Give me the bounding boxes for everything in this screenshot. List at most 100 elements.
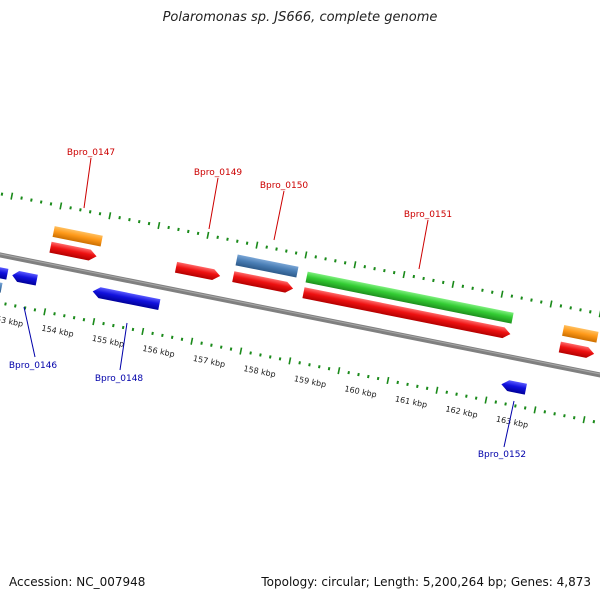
scale-tick-minor: [88, 210, 92, 214]
outer-scale-track: [0, 192, 600, 318]
scale-tick-minor: [121, 325, 125, 330]
scale-tick-minor: [298, 361, 301, 365]
scale-tick-minor: [98, 212, 102, 216]
scale-tick-minor: [441, 280, 445, 285]
scale-label: 162 kbp: [445, 404, 479, 419]
gene-steel-left[interactable]: [0, 281, 3, 293]
gene-red-4[interactable]: [302, 287, 511, 339]
scale-tick-minor: [523, 406, 527, 410]
scale-tick-minor: [4, 302, 7, 306]
gene-label-bpro-0149[interactable]: Bpro_0149: [194, 168, 243, 178]
gene-label-bpro-0148[interactable]: Bpro_0148: [95, 374, 144, 384]
accession-label: Accession: NC_007948: [9, 575, 146, 589]
scale-tick-minor: [422, 276, 425, 281]
scale-tick-major: [484, 396, 488, 404]
genome-backbone: [0, 232, 600, 385]
scale-tick-minor: [510, 294, 514, 298]
scale-tick-minor: [314, 255, 318, 259]
scale-tick-minor: [69, 206, 72, 210]
scale-tick-major: [239, 347, 243, 355]
gene-red-3[interactable]: [232, 271, 294, 294]
scale-tick-minor: [33, 308, 37, 312]
map-title: Polaromonas sp. JS666, complete genome: [162, 10, 438, 25]
gene-red-1[interactable]: [49, 241, 97, 262]
scale-label: 163 kbp: [495, 415, 529, 430]
scale-tick-minor: [180, 337, 184, 341]
gene-blue-left-b[interactable]: [11, 270, 38, 286]
scale-tick-minor: [504, 402, 507, 406]
scale-tick-major: [10, 192, 14, 200]
scale-tick-minor: [445, 390, 449, 394]
gene-red-2[interactable]: [174, 261, 221, 282]
scale-tick-minor: [196, 231, 200, 236]
scale-tick-major: [533, 406, 537, 414]
scale-label: 155 kbp: [91, 334, 125, 349]
scale-tick-minor: [275, 247, 278, 251]
scale-tick-minor: [177, 227, 180, 232]
scale-tick-major: [157, 221, 161, 230]
scale-tick-major: [337, 367, 341, 375]
scale-tick-major: [500, 290, 504, 298]
scale-tick-minor: [383, 268, 386, 273]
scale-tick-major: [108, 212, 112, 220]
scale-tick-minor: [63, 314, 66, 318]
gene-blue-left-a[interactable]: [0, 266, 9, 280]
scale-tick-minor: [30, 198, 33, 202]
gene-red-5[interactable]: [558, 341, 595, 360]
scale-tick-minor: [128, 217, 131, 222]
scale-tick-minor: [151, 331, 154, 336]
label-leaders: [23, 157, 515, 448]
forward-inner-genes: [49, 241, 595, 360]
scale-tick-minor: [82, 318, 86, 322]
scale-tick-major: [255, 241, 259, 249]
gene-label-bpro-0152[interactable]: Bpro_0152: [478, 450, 526, 460]
scale-tick-minor: [137, 219, 141, 224]
scale-tick-minor: [392, 270, 396, 275]
scale-tick-minor: [494, 400, 498, 404]
scale-label: 154 kbp: [41, 324, 75, 339]
scale-label: 157 kbp: [192, 354, 226, 369]
gene-bpro-0151-green[interactable]: [305, 271, 514, 324]
scale-tick-minor: [373, 267, 376, 271]
gene-bpro-0152-blue[interactable]: [500, 379, 527, 395]
scale-tick-major: [582, 416, 586, 424]
gene-label-bpro-0150[interactable]: Bpro_0150: [260, 181, 309, 191]
scale-label: 153 kbp: [0, 314, 24, 329]
gene-right-orange[interactable]: [562, 324, 599, 343]
scale-tick-minor: [367, 374, 370, 379]
gene-label-bpro-0151[interactable]: Bpro_0151: [404, 210, 452, 220]
scale-tick-major: [141, 327, 145, 336]
scale-tick-minor: [425, 386, 429, 390]
scale-tick-major: [304, 251, 308, 259]
scale-tick-minor: [14, 304, 17, 308]
gene-label-bpro-0147[interactable]: Bpro_0147: [67, 148, 115, 158]
scale-labels: 153 kbp 154 kbp 155 kbp 156 kbp 157 kbp 158 k…: [0, 314, 529, 430]
gene-bpro-0148-blue[interactable]: [92, 286, 161, 311]
forward-outer-genes: [52, 226, 599, 343]
scale-tick-minor: [396, 380, 399, 385]
scale-tick-major: [43, 308, 47, 316]
scale-label: 161 kbp: [394, 394, 428, 409]
scale-label: 158 kbp: [243, 364, 277, 379]
gene-bpro-0150-steel[interactable]: [235, 254, 299, 278]
scale-tick-minor: [572, 416, 576, 420]
scale-tick-major: [402, 270, 406, 279]
scale-tick-minor: [455, 392, 458, 396]
scale-tick-minor: [553, 412, 556, 416]
scale-tick-major: [435, 386, 439, 394]
scale-tick-major: [386, 376, 390, 385]
genome-summary: Topology: circular; Length: 5,200,264 bp…: [261, 575, 591, 589]
gene-bpro-0147-orange[interactable]: [52, 226, 103, 247]
scale-tick-minor: [53, 312, 56, 316]
scale-tick-minor: [318, 365, 321, 369]
inner-scale-track: [4, 302, 596, 424]
scale-tick-minor: [412, 274, 416, 279]
scale-tick-minor: [327, 367, 331, 371]
scale-tick-minor: [79, 208, 82, 212]
scale-tick-minor: [200, 341, 203, 345]
scale-tick-minor: [324, 257, 327, 261]
gene-label-bpro-0146[interactable]: Bpro_0146: [9, 361, 58, 371]
scale-tick-minor: [39, 200, 43, 204]
scale-tick-minor: [0, 192, 4, 196]
